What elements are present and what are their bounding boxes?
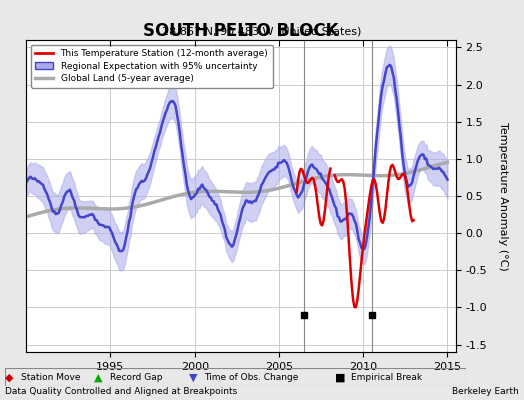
Text: ■: ■ [335,373,346,383]
Legend: This Temperature Station (12-month average), Regional Expectation with 95% uncer: This Temperature Station (12-month avera… [31,44,273,88]
Text: Time of Obs. Change: Time of Obs. Change [204,374,299,382]
Text: 28.867 N, 90.483 W (United States): 28.867 N, 90.483 W (United States) [162,26,362,36]
Text: Record Gap: Record Gap [110,374,162,382]
Text: ▲: ▲ [94,373,103,383]
Text: Station Move: Station Move [21,374,81,382]
Text: ◆: ◆ [5,373,14,383]
Title: SOUTH PELTO BLOCK: SOUTH PELTO BLOCK [143,22,339,40]
Text: ▼: ▼ [189,373,197,383]
Text: Berkeley Earth: Berkeley Earth [452,387,519,396]
Y-axis label: Temperature Anomaly (°C): Temperature Anomaly (°C) [498,122,508,270]
Text: Data Quality Controlled and Aligned at Breakpoints: Data Quality Controlled and Aligned at B… [5,387,237,396]
Text: Empirical Break: Empirical Break [351,374,422,382]
